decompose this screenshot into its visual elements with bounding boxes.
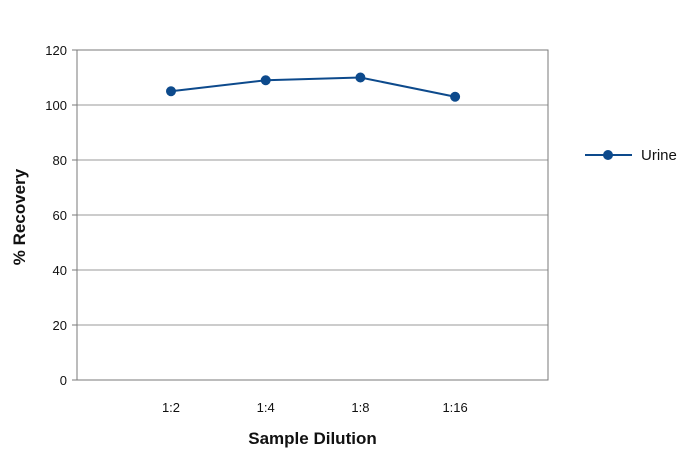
legend-label: Urine: [641, 147, 677, 164]
y-axis-ticks: 0 20 40 60 80 100 120: [45, 43, 77, 388]
gridlines: [77, 104, 548, 326]
x-tick-label: 1:8: [351, 400, 369, 415]
y-tick-label: 100: [45, 98, 67, 113]
y-tick-label: 120: [45, 43, 67, 58]
data-point: [260, 75, 271, 86]
y-tick-label: 40: [53, 263, 67, 278]
data-point: [166, 86, 176, 97]
y-tick-label: 0: [60, 373, 67, 388]
x-axis-ticks: 1:2 1:4 1:8 1:16: [162, 400, 468, 415]
y-tick-label: 60: [53, 208, 67, 223]
y-tick-label: 20: [53, 318, 67, 333]
data-point: [355, 72, 366, 83]
legend-marker-icon: [603, 150, 613, 160]
y-axis-title: % Recovery: [10, 168, 29, 265]
x-tick-label: 1:16: [442, 400, 467, 415]
x-axis-title: Sample Dilution: [248, 429, 376, 448]
x-tick-label: 1:2: [162, 400, 180, 415]
series-line: [170, 76, 456, 98]
x-tick-label: 1:4: [257, 400, 275, 415]
legend: Urine: [585, 147, 677, 164]
y-tick-label: 80: [53, 153, 67, 168]
data-point: [450, 91, 461, 102]
series-layer: [166, 72, 461, 102]
